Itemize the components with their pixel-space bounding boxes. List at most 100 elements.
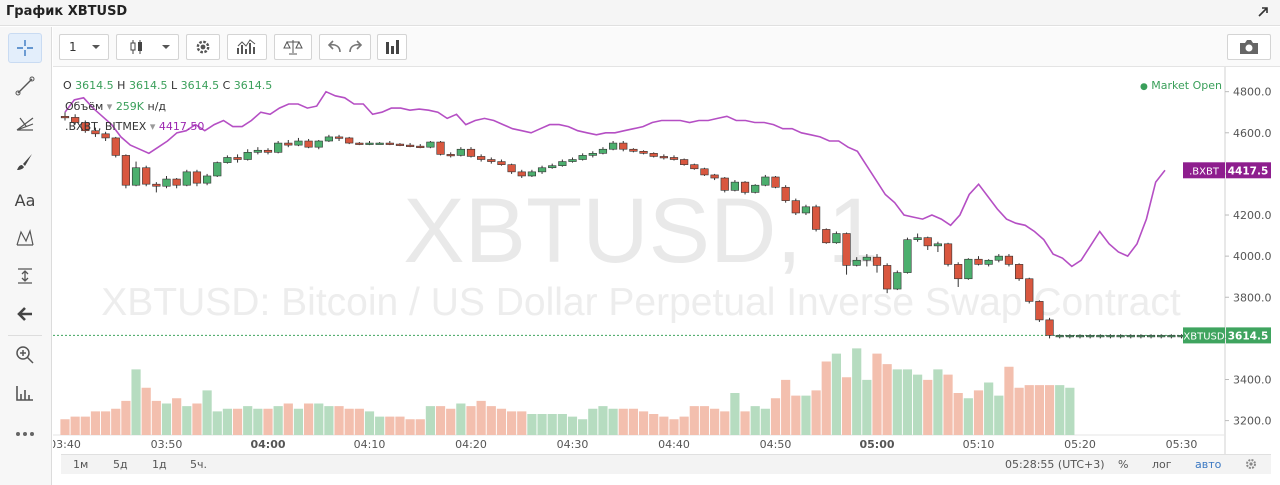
auto-toggle[interactable]: авто	[1195, 458, 1222, 471]
text-tool[interactable]: Aa	[8, 185, 42, 215]
expand-icon[interactable]	[1256, 5, 1270, 19]
depth-button[interactable]	[377, 34, 407, 60]
volume-bar	[811, 390, 821, 435]
ruler-tool[interactable]	[8, 378, 42, 408]
volume-bar	[70, 416, 80, 435]
percent-toggle[interactable]: %	[1118, 458, 1129, 471]
volume-bar	[862, 379, 872, 435]
candle-body	[1065, 335, 1074, 338]
candle-body	[974, 258, 983, 265]
bxbt-price-tag-value-bg	[1226, 162, 1271, 179]
range-1d[interactable]: 1д	[152, 458, 167, 471]
trend-line-tool[interactable]	[8, 71, 42, 101]
candle-body	[639, 150, 648, 154]
candle-body	[883, 265, 892, 290]
high-value: 3614.5	[128, 79, 168, 92]
volume-bar	[760, 408, 770, 435]
candle-body	[608, 142, 618, 150]
gear-icon[interactable]	[1244, 457, 1258, 471]
redo-icon[interactable]	[348, 40, 364, 54]
candle-body	[862, 256, 871, 261]
candle-body	[700, 168, 709, 176]
crosshair-tool[interactable]	[8, 33, 42, 63]
range-1m[interactable]: 1м	[73, 458, 89, 471]
screenshot-button[interactable]	[1227, 34, 1271, 60]
volume-bar	[638, 411, 649, 435]
volume-bar	[375, 416, 385, 435]
volume-bar	[699, 406, 710, 435]
open-label: O	[63, 79, 72, 92]
xbtusd-price-tag-label: XBTUSD	[1183, 331, 1224, 342]
x-tick-label: 04:50	[760, 438, 792, 451]
close-value: 3614.5	[233, 79, 273, 92]
volume-bar	[496, 408, 507, 435]
volume-bar	[425, 406, 435, 435]
candle-body	[1096, 335, 1105, 338]
volume-bar	[557, 414, 567, 435]
volume-bar	[1055, 385, 1065, 435]
volume-bar	[882, 364, 892, 435]
ohlc-legend: O 3614.5 H 3614.5 L 3614.5 C 3614.5	[63, 79, 272, 92]
volume-bar	[273, 406, 283, 435]
candle-body	[1126, 335, 1135, 338]
measure-tool[interactable]	[8, 261, 42, 291]
candle-body	[791, 200, 800, 214]
volume-bar	[131, 369, 141, 435]
candle-body	[710, 174, 719, 179]
candle-body	[182, 171, 191, 186]
high-label: H	[117, 79, 126, 92]
volume-bar	[852, 348, 862, 435]
candle-body	[761, 176, 770, 186]
volume-bar	[730, 393, 740, 435]
candle-body	[659, 156, 668, 159]
candle-body	[537, 167, 547, 173]
top-toolbar: 1	[53, 27, 1280, 67]
brush-tool[interactable]	[8, 147, 42, 177]
bxbt-price-tag-value: 4417.5	[1228, 165, 1269, 177]
more-tools[interactable]	[8, 419, 42, 449]
range-5h[interactable]: 5ч.	[190, 458, 207, 471]
volume-bar	[892, 369, 902, 435]
candle-body	[1004, 255, 1014, 265]
chart-type-select[interactable]	[116, 34, 179, 60]
volume-bar	[618, 408, 628, 435]
candle-body	[233, 157, 242, 160]
pattern-tool[interactable]	[8, 223, 42, 253]
candle-body	[619, 142, 628, 150]
volume-bar	[172, 398, 182, 435]
compare-button[interactable]	[274, 34, 312, 60]
undo-icon[interactable]	[326, 40, 342, 54]
volume-bar	[669, 419, 679, 435]
x-tick-label: 05:00	[859, 438, 894, 451]
volume-bar	[354, 408, 364, 435]
volume-bar	[243, 406, 253, 435]
volume-bar	[649, 414, 659, 435]
candle-body	[832, 233, 841, 244]
watermark-symbol: XBTUSD, 1	[403, 180, 878, 282]
volume-bar	[395, 416, 405, 435]
log-toggle[interactable]: лог	[1152, 458, 1172, 471]
volume-bar	[963, 398, 973, 435]
volume-bar	[750, 406, 760, 435]
volume-bar	[314, 403, 324, 435]
candle-body	[1157, 335, 1166, 338]
settings-button[interactable]	[186, 34, 220, 60]
remove-drawings-tool[interactable]	[8, 299, 42, 329]
fib-tool[interactable]	[8, 109, 42, 139]
candle-body	[101, 133, 110, 139]
candle-body	[842, 233, 851, 266]
compare-icon	[283, 40, 303, 55]
range-5d[interactable]: 5д	[113, 458, 128, 471]
volume-bar	[263, 408, 273, 435]
close-label: C	[222, 79, 231, 92]
indicators-button[interactable]	[227, 34, 267, 60]
zoom-tool[interactable]	[8, 340, 42, 370]
candle-body	[162, 178, 171, 187]
chart-area[interactable]: XBTUSD, 1 XBTUSD: Bitcoin / US Dollar Per…	[53, 67, 1280, 485]
volume-bar	[973, 390, 984, 435]
candle-body	[964, 258, 973, 280]
brush-icon	[17, 154, 32, 170]
candle-body	[111, 137, 120, 156]
interval-select[interactable]: 1	[59, 34, 109, 60]
